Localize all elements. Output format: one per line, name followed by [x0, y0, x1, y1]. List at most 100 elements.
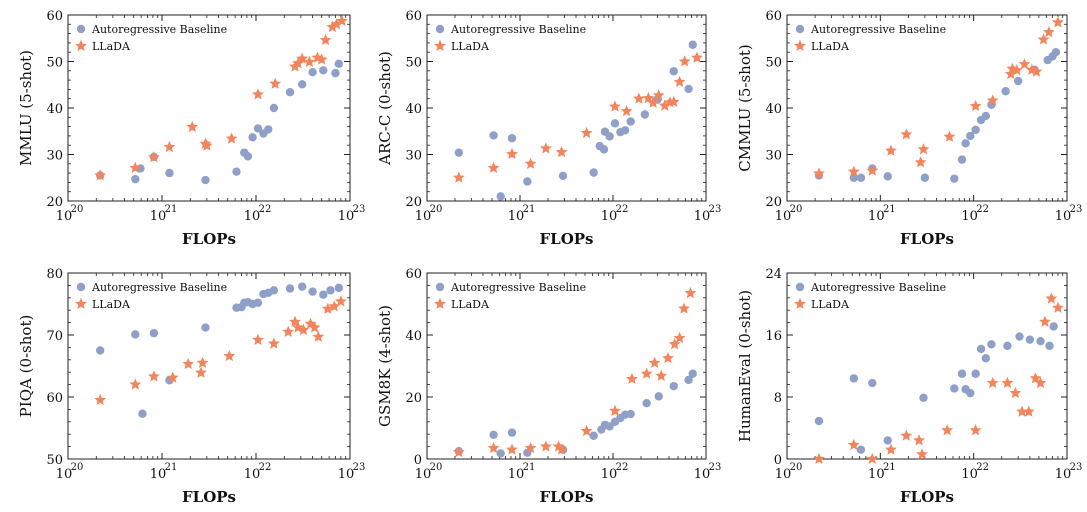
llada-point [917, 143, 930, 155]
llada-point [678, 55, 691, 67]
autoregressive-point [961, 139, 970, 148]
autoregressive-point [319, 66, 328, 75]
legend: Autoregressive Baseline LLaDA [75, 281, 227, 311]
autoregressive-point [489, 131, 498, 140]
llada-point [655, 369, 668, 381]
y-tick-label: 20 [765, 195, 782, 210]
llada-point [297, 323, 310, 336]
llada-point [647, 96, 660, 108]
x-tick-exponent: 22 [616, 204, 629, 215]
llada-point [315, 53, 328, 65]
legend-llada-label: LLaDA [92, 298, 131, 311]
autoregressive-point [626, 409, 635, 419]
llada-point [200, 139, 213, 151]
llada-point [642, 92, 655, 104]
autoregressive-point [1001, 87, 1010, 96]
autoregressive-point [507, 134, 517, 143]
x-tick-exponent: 23 [353, 204, 366, 215]
autoregressive-point [507, 428, 517, 437]
legend: Autoregressive Baseline LLaDA [75, 23, 227, 53]
llada-point [555, 145, 568, 158]
x-tick-label: 10 [150, 467, 167, 482]
legend-autoregressive-label: Autoregressive Baseline [810, 281, 946, 294]
autoregressive-point [319, 290, 328, 299]
y-tick-label: 8 [774, 391, 782, 406]
autoregressive-point [688, 40, 697, 49]
y-tick-label: 50 [765, 56, 782, 71]
llada-point [943, 130, 956, 142]
x-tick-exponent: 20 [430, 204, 443, 215]
llada-point [269, 77, 282, 89]
x-tick-exponent: 22 [259, 462, 272, 473]
legend-autoregressive-label: Autoregressive Baseline [810, 23, 946, 36]
llada-point [292, 57, 304, 69]
autoregressive-point [814, 416, 824, 426]
x-tick-exponent: 20 [71, 204, 84, 215]
x-tick-label: 10 [244, 467, 261, 482]
autoregressive-point [971, 369, 980, 378]
y-tick-label: 40 [405, 329, 422, 344]
y-tick-label: 24 [765, 267, 782, 282]
llada-point [813, 452, 825, 465]
autoregressive-point [883, 172, 892, 181]
llada-point [900, 128, 913, 140]
legend-llada-marker [794, 297, 806, 310]
autoregressive-point [326, 286, 335, 295]
x-axis-label: FLOPs [182, 488, 236, 506]
y-tick-label: 30 [405, 149, 422, 164]
x-tick-label: 10 [508, 467, 525, 482]
autoregressive-point [131, 330, 140, 339]
autoregressive-point [620, 126, 630, 135]
x-axis-label: FLOPs [182, 230, 236, 248]
autoregressive-point [308, 67, 317, 77]
llada-point [330, 18, 343, 30]
llada-point [1001, 376, 1014, 389]
llada-point [609, 404, 621, 416]
llada-point [986, 94, 999, 106]
legend-llada-label: LLaDA [92, 40, 131, 53]
legend-autoregressive-marker [795, 282, 805, 292]
llada-point [195, 366, 207, 378]
llada-point [1010, 64, 1023, 76]
llada-point [652, 89, 665, 101]
x-tick-label: 10 [1055, 467, 1072, 482]
llada-point [580, 424, 593, 437]
x-tick-exponent: 23 [709, 204, 722, 215]
autoregressive-point [950, 174, 959, 183]
autoregressive-point [1013, 76, 1023, 86]
y-tick-label: 30 [765, 149, 782, 164]
llada-point [1016, 405, 1028, 417]
y-tick-label: 60 [405, 9, 422, 24]
x-tick-label: 10 [694, 467, 711, 482]
autoregressive-point [688, 369, 697, 378]
y-tick-label: 0 [414, 453, 422, 468]
llada-point [1045, 292, 1058, 304]
x-axis-label: FLOPs [540, 488, 594, 506]
y-tick-label: 80 [46, 267, 63, 282]
y-tick-label: 40 [46, 102, 63, 117]
autoregressive-point [331, 68, 340, 78]
autoregressive-point [285, 284, 295, 293]
y-tick-label: 40 [405, 102, 422, 117]
llada-point [1043, 26, 1055, 38]
llada-point [1037, 33, 1050, 45]
autoregressive-point [957, 369, 967, 378]
x-tick-exponent: 21 [883, 462, 896, 473]
autoregressive-point [669, 67, 678, 76]
autoregressive-point [626, 117, 635, 126]
llada-point [506, 443, 518, 455]
llada-point [186, 120, 199, 133]
llada-point [312, 330, 325, 342]
legend: Autoregressive Baseline LLaDA [434, 281, 586, 311]
autoregressive-point [919, 393, 928, 402]
x-tick-exponent: 20 [790, 204, 803, 215]
llada-point [524, 441, 537, 454]
llada-point [225, 132, 238, 144]
legend-autoregressive-marker [435, 282, 445, 292]
legend-llada-marker [434, 39, 446, 52]
